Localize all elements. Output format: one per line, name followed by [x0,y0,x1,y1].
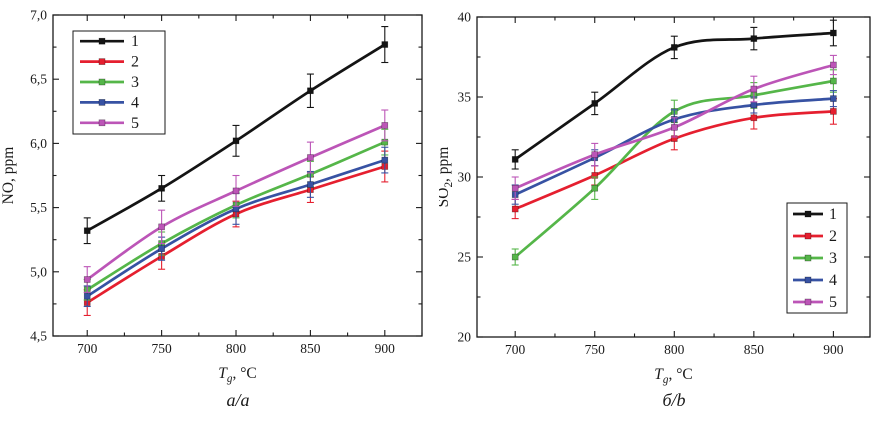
legend-label: 4 [131,94,139,111]
legend-label: 2 [131,54,139,71]
x-tick-label: 750 [585,342,606,357]
legend-sample-marker [98,37,106,45]
x-tick-label: 850 [300,341,321,356]
y-tick-label: 5,5 [30,200,47,215]
legend-label: 1 [131,33,139,50]
series-4-marker [158,245,165,252]
legend-sample-marker [98,119,106,127]
axis-ticks [477,16,870,338]
y-axis-title: NO, ppm [0,147,17,205]
panel-b-so2-chart: 700 750 800 850 900 20 25 30 35 40 1 2 3 4 5 Tg, °C SO2,… [435,0,878,421]
series-5-marker [83,276,91,283]
y-tick-label: 6,0 [30,136,47,151]
y-tick-label: 35 [458,90,472,105]
series-5-marker [750,85,758,93]
series-1-marker [158,185,165,192]
series-5-marker [670,124,678,131]
no-vs-temperature-chart: 700 750 800 850 900 4,5 5,0 5,5 6,0 6,5 7,0 1 2 3 4 5 Tg… [0,8,423,385]
legend-label: 5 [829,294,837,311]
series-1-marker [750,35,758,42]
x-tick-label: 700 [77,341,98,356]
y-tick-label: 4,5 [30,329,47,344]
series-1-marker [307,87,314,95]
legend-sample-marker [98,58,106,65]
series-4-marker [381,156,389,164]
legend-label: 3 [131,74,139,91]
series-1 [511,19,837,170]
x-tick-label: 700 [505,342,526,357]
y-tick-label: 20 [458,330,472,345]
legend-sample-marker [98,78,106,86]
series-1-marker [591,100,599,107]
x-tick-label: 800 [226,341,247,356]
y-tick-label: 40 [458,10,472,25]
y-tick-label: 7,0 [30,8,47,23]
y-tick-label: 5,0 [30,264,47,279]
panel-caption-a: a/a [226,390,250,410]
x-tick-label: 900 [823,342,844,357]
series-4-marker [830,95,837,102]
x-tick-label: 850 [744,342,765,357]
legend-sample-marker [98,99,106,106]
legend-label: 2 [829,228,837,245]
series-4-marker [307,181,314,188]
legend-sample-marker [804,276,812,284]
legend-sample-marker [804,298,812,306]
series-4-marker [83,292,91,300]
series-5-marker [232,187,240,195]
x-axis-title: Tg, °C [654,366,693,386]
axis-ticks [53,14,423,337]
y-axis-title: SO2, ppm [439,147,455,208]
series-5-marker [511,184,519,192]
series-1-marker [670,44,678,51]
y-tick-label: 25 [458,250,472,265]
series-4-marker [750,101,758,109]
series-1-marker [83,227,91,235]
axis-tick-labels: 700 750 800 850 900 4,5 5,0 5,5 6,0 6,5 7,0 [30,8,395,357]
legend-sample-marker [804,210,812,218]
legend: 1 2 3 4 5 [786,202,848,314]
x-tick-label: 750 [151,341,172,356]
y-tick-label: 6,5 [30,72,47,87]
x-tick-label: 800 [664,342,685,357]
series-5-marker [158,223,165,231]
series-5-marker [381,122,389,129]
legend: 1 2 3 4 5 [72,30,166,135]
series-5-marker [307,154,314,161]
legend-label: 3 [829,250,837,267]
series-2-marker [830,108,837,115]
x-tick-label: 900 [375,341,396,356]
series-5-marker [591,151,599,158]
panel-caption-b: б/b [662,390,686,410]
series-3-line [513,79,835,259]
series-1-marker [381,41,389,48]
x-axis-title: Tg, °C [218,365,257,385]
legend-label: 1 [829,206,837,223]
series-5 [83,109,389,293]
so2-vs-temperature-chart: 700 750 800 850 900 20 25 30 35 40 1 2 3 4 5 Tg, °C SO2,… [435,10,871,386]
legend-sample-marker [804,254,812,262]
series-1-marker [232,137,240,145]
series-5 [511,54,837,200]
y-tick-label: 30 [458,170,472,185]
legend-label: 5 [131,115,139,132]
legend-label: 4 [829,272,837,289]
legend-sample-marker [804,232,812,240]
series-3-marker [591,184,599,192]
series-3-marker [830,77,837,85]
series-1-marker [830,29,837,37]
panel-a-no-chart: 700 750 800 850 900 4,5 5,0 5,5 6,0 6,5 7,0 1 2 3 4 5 Tg… [0,8,423,410]
series-3-marker [511,253,519,261]
series-5-marker [830,61,837,69]
series-2-marker [750,114,758,122]
series-2-marker [511,205,519,213]
series-1-marker [511,156,519,163]
series-1 [83,26,389,245]
